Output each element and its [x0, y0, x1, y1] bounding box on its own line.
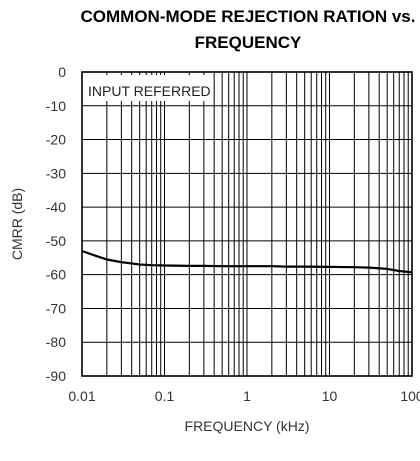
x-axis-label: FREQUENCY (kHz): [185, 418, 310, 434]
annotation-background: [85, 75, 207, 101]
y-tick-label: -80: [46, 334, 66, 350]
series-cmrr-line: [81, 249, 413, 274]
tick-labels: 0 -10 -20 -30 -40 -50 -60 -70 -80 -900.01 0.1 1 10 10…: [46, 64, 420, 404]
y-tick-label: -90: [46, 368, 66, 384]
grid: [82, 72, 412, 376]
annotation-input-referred: INPUT REFERRED: [88, 83, 211, 99]
y-tick-label: 0: [58, 64, 66, 80]
y-axis-label: CMRR (dB): [9, 188, 25, 260]
y-tick-label: -20: [46, 132, 66, 148]
y-tick-label: -30: [46, 165, 66, 181]
y-tick-label: -70: [46, 300, 66, 316]
chart-title-line-2: FREQUENCY: [195, 33, 302, 52]
x-tick-label: 0.1: [155, 388, 175, 404]
plot-frame: [81, 71, 413, 377]
x-tick-label: 0.01: [68, 388, 95, 404]
x-tick-label: 1: [243, 388, 251, 404]
y-tick-label: -50: [46, 233, 66, 249]
chart-title-line-1: COMMON-MODE REJECTION RATION vs.: [81, 7, 416, 26]
x-tick-label: 10: [322, 388, 338, 404]
x-tick-label: 100: [400, 388, 420, 404]
y-tick-label: -60: [46, 267, 66, 283]
y-tick-label: -10: [46, 98, 66, 114]
y-tick-label: -40: [46, 199, 66, 215]
